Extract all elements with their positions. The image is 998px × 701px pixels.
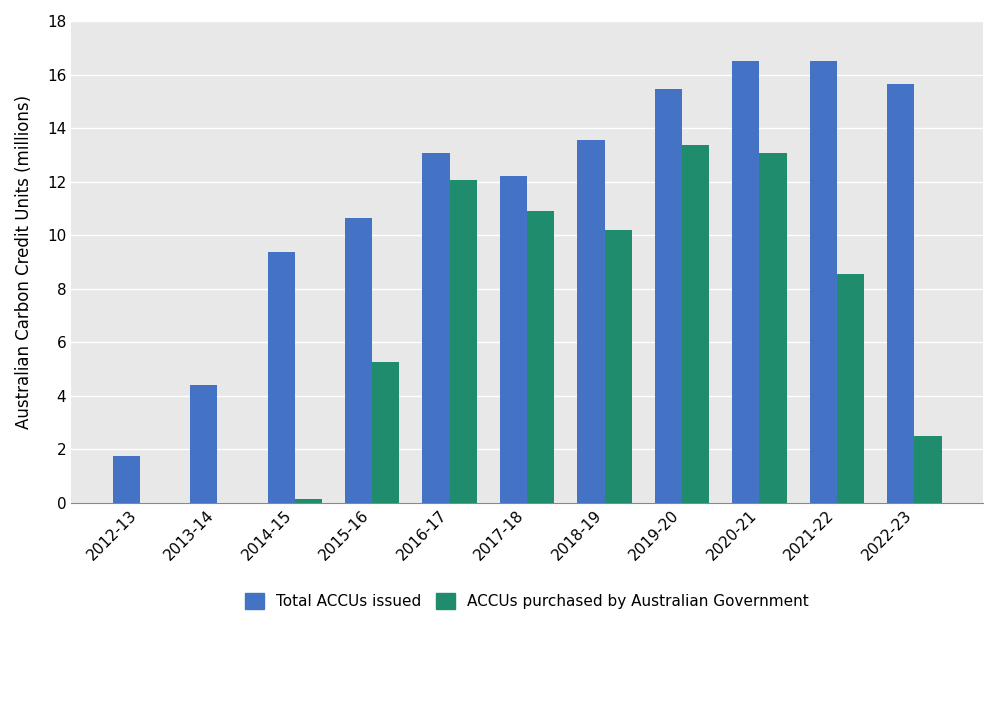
Bar bbox=[267, 252, 294, 503]
Bar bbox=[449, 180, 477, 503]
Bar bbox=[113, 456, 140, 503]
Bar bbox=[527, 211, 554, 503]
Bar bbox=[345, 217, 372, 503]
Bar bbox=[372, 362, 399, 503]
Bar bbox=[500, 176, 527, 503]
Bar bbox=[294, 498, 321, 503]
Bar bbox=[682, 145, 710, 503]
Legend: Total ACCUs issued, ACCUs purchased by Australian Government: Total ACCUs issued, ACCUs purchased by A… bbox=[240, 587, 815, 615]
Bar bbox=[605, 230, 632, 503]
Bar bbox=[422, 154, 449, 503]
Bar bbox=[655, 89, 682, 503]
Bar bbox=[733, 61, 759, 503]
Bar bbox=[190, 385, 218, 503]
Bar bbox=[578, 140, 605, 503]
Bar bbox=[887, 84, 914, 503]
Bar bbox=[837, 274, 864, 503]
Bar bbox=[759, 154, 786, 503]
Y-axis label: Australian Carbon Credit Units (millions): Australian Carbon Credit Units (millions… bbox=[15, 95, 33, 429]
Bar bbox=[914, 436, 941, 503]
Bar bbox=[809, 61, 837, 503]
